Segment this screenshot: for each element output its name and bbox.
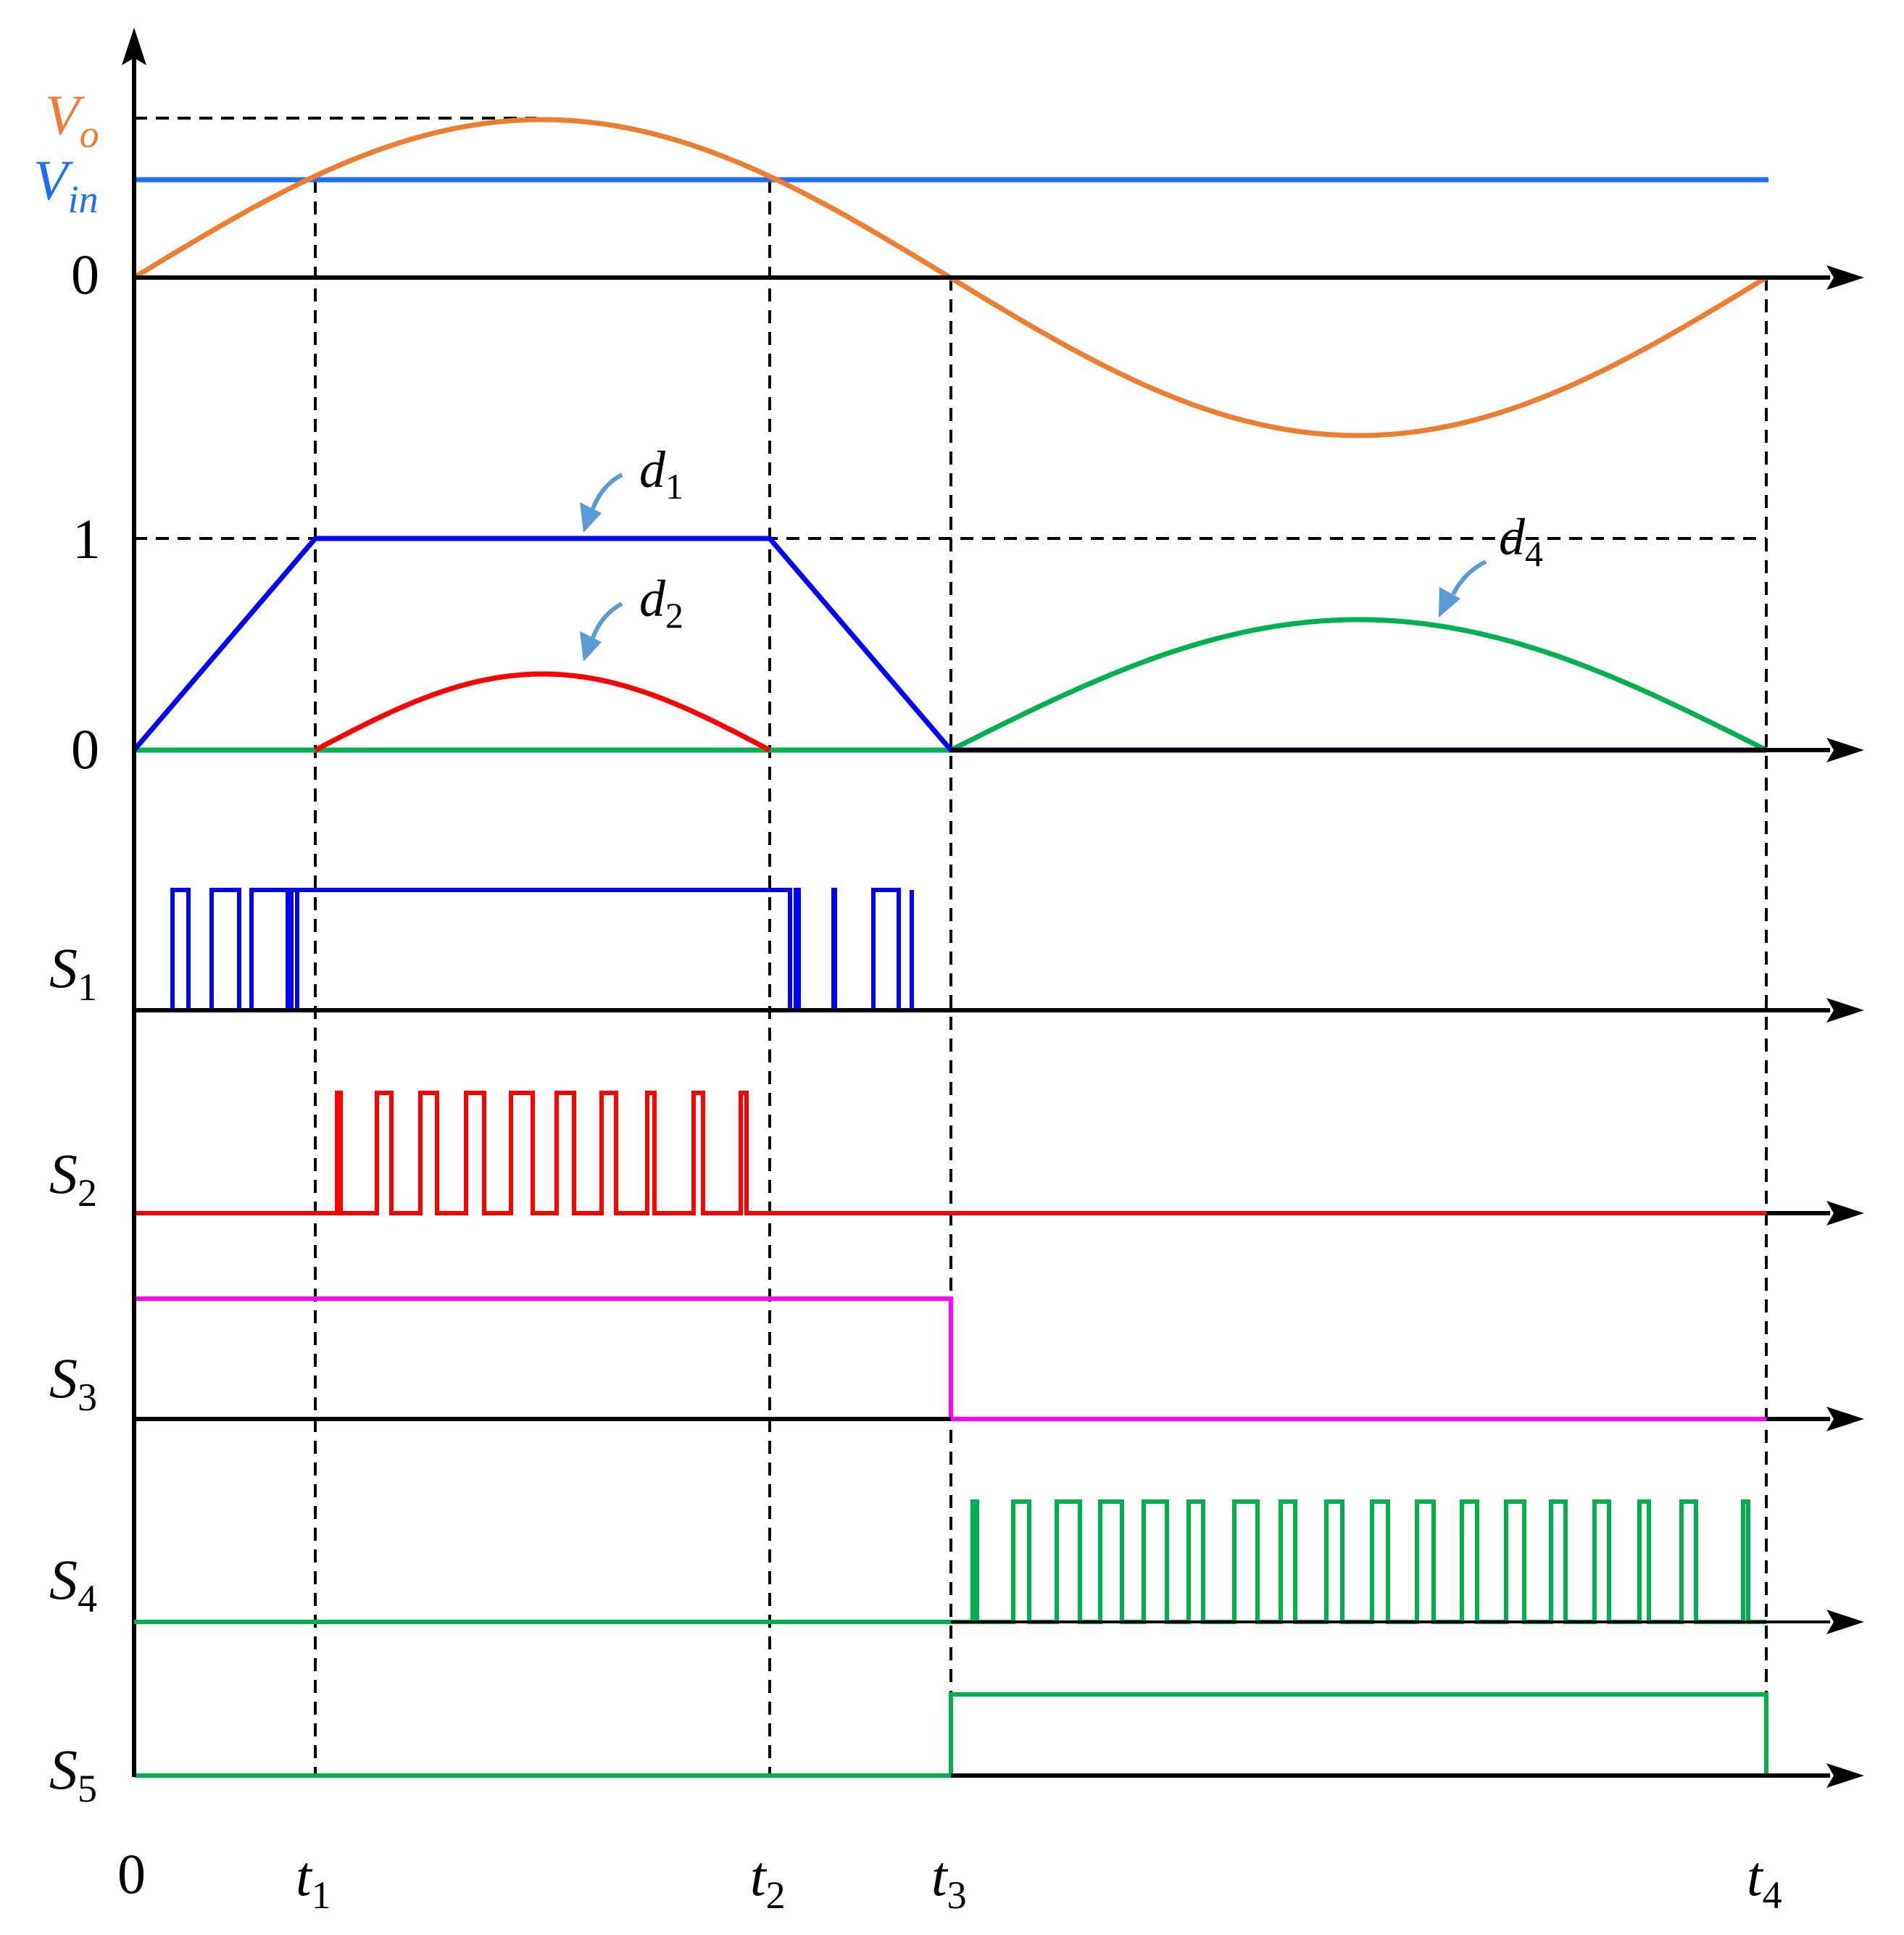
- vo-zero-label: 0: [71, 243, 99, 306]
- d1-callout-arrowhead: [580, 502, 602, 533]
- s5-label: S5: [49, 1738, 97, 1810]
- x-axis-s2-arrowhead: [1826, 1201, 1864, 1226]
- d2-label: d2: [639, 570, 683, 636]
- s4-label: S4: [49, 1548, 97, 1620]
- vin-label: Vin: [33, 149, 99, 221]
- axes: [122, 28, 1864, 1788]
- d2-trace: [314, 671, 771, 753]
- t4-label: t4: [1747, 1844, 1782, 1917]
- t3-label: t3: [931, 1844, 967, 1917]
- s1-trace: [134, 888, 1766, 1012]
- d2-callout-arrow: [591, 602, 623, 639]
- d4-label: d4: [1499, 508, 1543, 574]
- duty-one-label: 1: [72, 507, 101, 570]
- s2-trace: [134, 1091, 770, 1215]
- d4-callout-arrow: [1451, 559, 1487, 596]
- d1-label: d1: [639, 441, 683, 507]
- y-axis-arrowhead: [122, 28, 146, 65]
- d2-callout-arrowhead: [580, 631, 602, 662]
- callout-arrows: [580, 473, 1487, 662]
- vo-label: Vo: [45, 83, 99, 156]
- x-axis-duty-arrowhead: [1826, 738, 1864, 762]
- s1-label: S1: [49, 936, 97, 1009]
- t2-label: t2: [750, 1844, 786, 1917]
- x-axis-s5-arrowhead: [1826, 1763, 1864, 1788]
- d4-callout-arrowhead: [1439, 587, 1460, 617]
- x-axis-s3-arrowhead: [1826, 1407, 1864, 1431]
- x-axis-s4-arrowhead: [1826, 1610, 1864, 1634]
- x-axis-s1-arrowhead: [1826, 998, 1864, 1023]
- s5-trace: [134, 1692, 1768, 1778]
- s3-trace: [134, 1297, 1766, 1421]
- t1-label: t1: [296, 1844, 331, 1917]
- origin-label: 0: [117, 1842, 146, 1905]
- s3-label: S3: [49, 1347, 97, 1419]
- dashed-guides: [134, 117, 1768, 1776]
- s4-trace: [951, 1499, 1766, 1624]
- duty-zero-label: 0: [71, 717, 99, 781]
- s2-label: S2: [49, 1142, 97, 1215]
- d1-callout-arrow: [591, 473, 623, 510]
- d4-trace: [949, 617, 1768, 753]
- x-axis-vo-arrowhead: [1826, 265, 1864, 290]
- labels: Vo Vin 0 1 0 d1 d2 d4 S1 S2 S3 S4 S5 0 t…: [33, 83, 1782, 1917]
